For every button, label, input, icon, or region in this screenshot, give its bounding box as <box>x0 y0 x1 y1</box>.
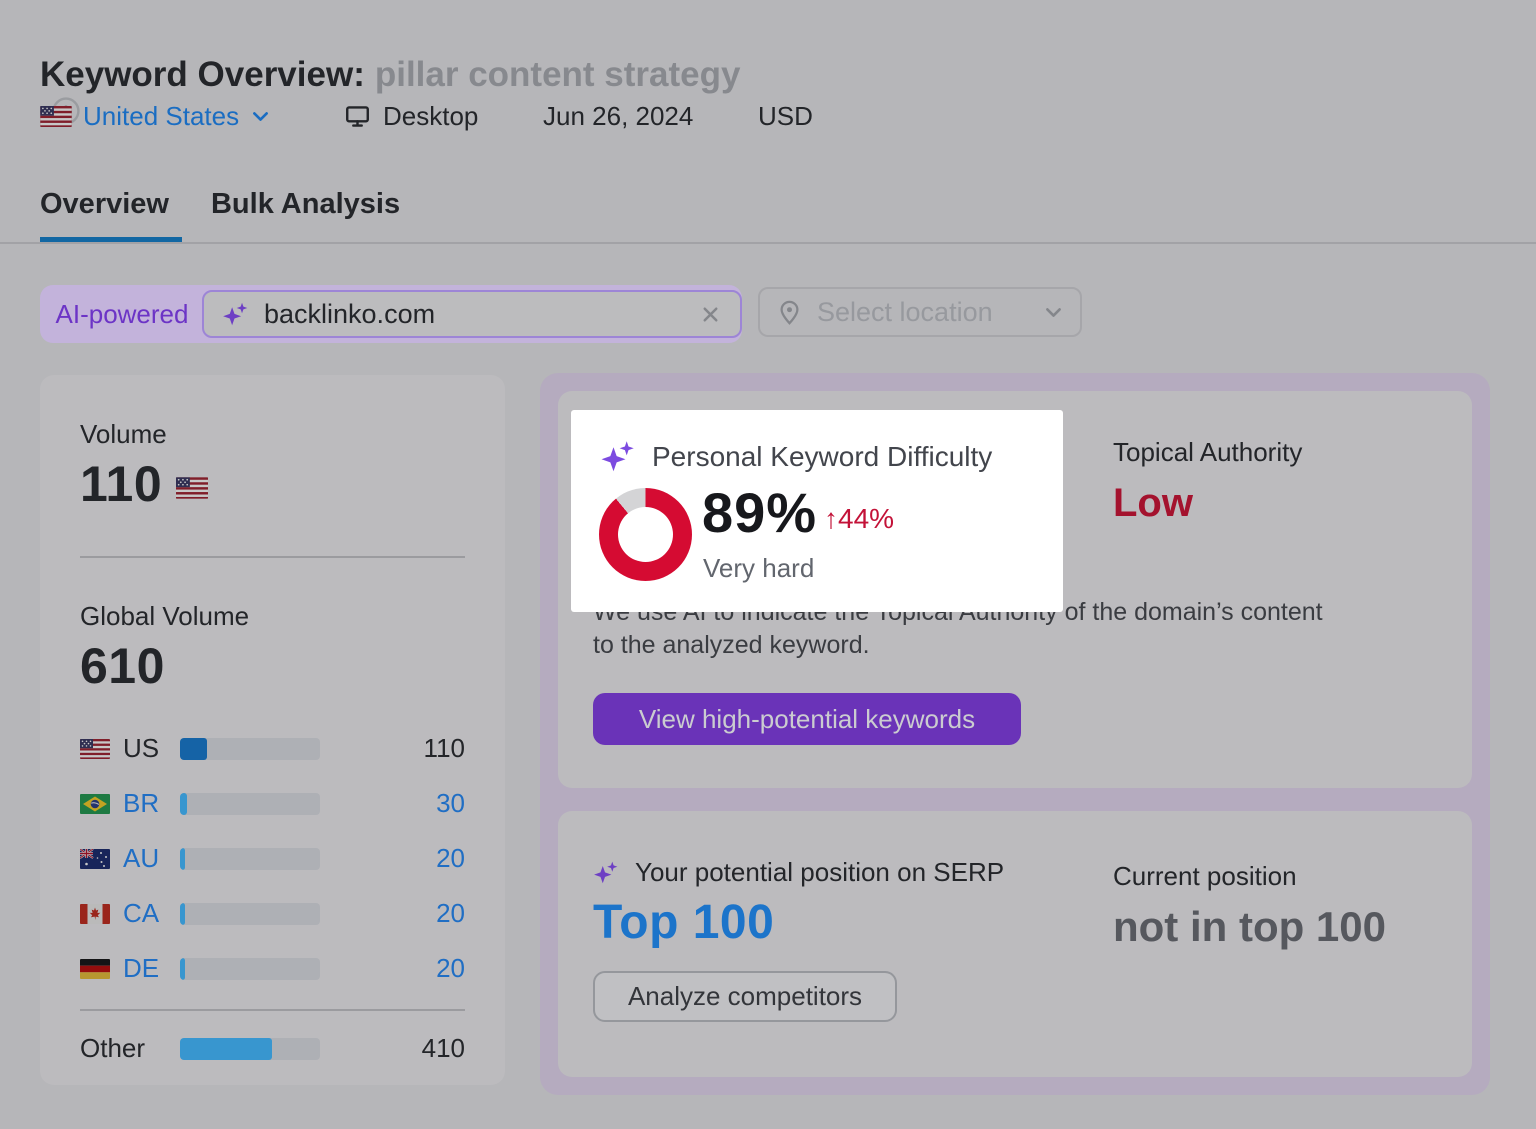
domain-input[interactable]: backlinko.com <box>202 290 742 338</box>
volume-value: 110 <box>80 456 163 512</box>
card-divider <box>80 556 465 558</box>
global-volume-label: Global Volume <box>80 601 250 631</box>
country-row-ca: CA 20 <box>80 886 465 941</box>
view-high-potential-keywords-button[interactable]: View high-potential keywords <box>593 693 1021 745</box>
desktop-icon <box>343 102 372 131</box>
volume-bar <box>180 957 320 980</box>
device-indicator: Desktop <box>343 99 478 133</box>
global-volume-value-row: 610 <box>80 637 165 695</box>
country-volume: 110 <box>423 733 465 763</box>
volume-bar <box>180 737 320 760</box>
de-flag-icon <box>80 959 110 979</box>
chevron-down-icon <box>250 106 271 127</box>
pkd-title: Personal Keyword Difficulty <box>652 441 993 472</box>
tabs-divider <box>0 242 1536 244</box>
volume-bar <box>180 1037 320 1060</box>
current-position-label: Current position <box>1113 861 1297 891</box>
active-tab-underline <box>40 237 182 244</box>
page-title-keyword: pillar content strategy <box>374 55 741 95</box>
volume-bar-fill <box>180 792 187 815</box>
page-title-prefix: Keyword Overview: <box>40 55 365 95</box>
us-flag-icon <box>40 106 72 127</box>
volume-label: Volume <box>80 419 167 449</box>
country-volume-list: US 110 BR 30 AU 20 CA 20 <box>80 721 465 1076</box>
volume-bar-fill <box>180 847 185 870</box>
serp-position-card: Your potential position on SERP Current … <box>558 811 1472 1077</box>
volume-value-row: 110 <box>80 455 208 513</box>
country-code: US <box>123 733 160 763</box>
currency-indicator: USD <box>758 100 813 131</box>
country-volume: 20 <box>436 843 465 873</box>
date-indicator: Jun 26, 2024 <box>543 100 694 131</box>
location-select[interactable]: Select location <box>758 287 1082 337</box>
country-selector-label: United States <box>83 100 240 131</box>
volume-bar-fill <box>180 1037 273 1060</box>
country-code-link[interactable]: CA <box>123 898 160 928</box>
difficulty-change: ↑44% <box>824 503 895 534</box>
country-row-au: AU 20 <box>80 831 465 886</box>
location-placeholder: Select location <box>817 296 993 327</box>
country-code-link[interactable]: BR <box>123 788 160 818</box>
ca-flag-icon <box>80 904 110 924</box>
topical-authority-description: We use AI to indicate the Topical Author… <box>593 596 1383 662</box>
country-volume: 20 <box>436 953 465 983</box>
tab-overview[interactable]: Overview <box>40 188 169 220</box>
country-row-us: US 110 <box>80 721 465 776</box>
br-flag-icon <box>80 794 110 814</box>
volume-bar-fill <box>180 737 207 760</box>
potential-position-value: Top 100 <box>593 896 775 949</box>
us-flag-icon <box>176 477 208 499</box>
volume-bar-fill <box>180 957 185 980</box>
us-flag-icon <box>80 739 110 759</box>
volume-bar <box>180 792 320 815</box>
tab-bulk-analysis[interactable]: Bulk Analysis <box>210 188 401 220</box>
personal-keyword-difficulty-spotlight: Personal Keyword Difficulty 89% ↑44% Ver… <box>571 410 1063 612</box>
other-label: Other <box>80 1033 146 1063</box>
pkd-header: Personal Keyword Difficulty <box>600 439 992 475</box>
country-row-de: DE 20 <box>80 941 465 996</box>
difficulty-donut-chart <box>599 488 692 581</box>
volume-bar <box>180 902 320 925</box>
other-volume: 410 <box>421 1033 465 1063</box>
analyze-competitors-button[interactable]: Analyze competitors <box>593 971 897 1022</box>
page-title: Keyword Overview: pillar content strategy <box>40 55 740 127</box>
tab-bar: Overview Bulk Analysis <box>40 188 400 221</box>
country-volume: 30 <box>436 788 465 818</box>
other-volume-row: Other 410 <box>80 1021 465 1076</box>
ai-powered-badge: AI-powered <box>55 298 189 329</box>
topical-authority-label: Topical Authority <box>1113 437 1303 467</box>
potential-position-header: Your potential position on SERP <box>593 857 1004 888</box>
country-code-link[interactable]: AU <box>123 843 160 873</box>
ai-powered-pill: AI-powered backlinko.com <box>40 285 742 343</box>
sparkle-icon <box>600 439 636 475</box>
description-line-2: to the analyzed keyword. <box>593 631 870 659</box>
header-meta-row: United States Desktop Jun 26, 2024 USD <box>0 99 1536 133</box>
global-volume-value: 610 <box>80 638 165 694</box>
sparkle-icon <box>593 860 619 886</box>
clear-input-icon[interactable] <box>699 303 722 326</box>
potential-position-label: Your potential position on SERP <box>635 857 1005 887</box>
country-code-link[interactable]: DE <box>123 953 160 983</box>
au-flag-icon <box>80 849 110 869</box>
device-label: Desktop <box>383 100 479 131</box>
difficulty-percent: 89% <box>702 481 818 544</box>
domain-input-value: backlinko.com <box>264 298 436 329</box>
country-row-br: BR 30 <box>80 776 465 831</box>
volume-bar <box>180 847 320 870</box>
volume-bar-fill <box>180 902 185 925</box>
volume-card: Volume 110 Global Volume 610 US 110 BR 3… <box>40 375 505 1085</box>
current-position-value: not in top 100 <box>1113 903 1386 950</box>
chevron-down-icon <box>1043 302 1064 323</box>
location-pin-icon <box>776 299 803 326</box>
country-volume: 20 <box>436 898 465 928</box>
country-selector[interactable]: United States <box>40 99 271 133</box>
topical-authority-value: Low <box>1113 481 1193 525</box>
card-divider <box>80 1009 465 1011</box>
difficulty-level: Very hard <box>703 553 815 583</box>
sparkle-icon <box>222 301 249 328</box>
